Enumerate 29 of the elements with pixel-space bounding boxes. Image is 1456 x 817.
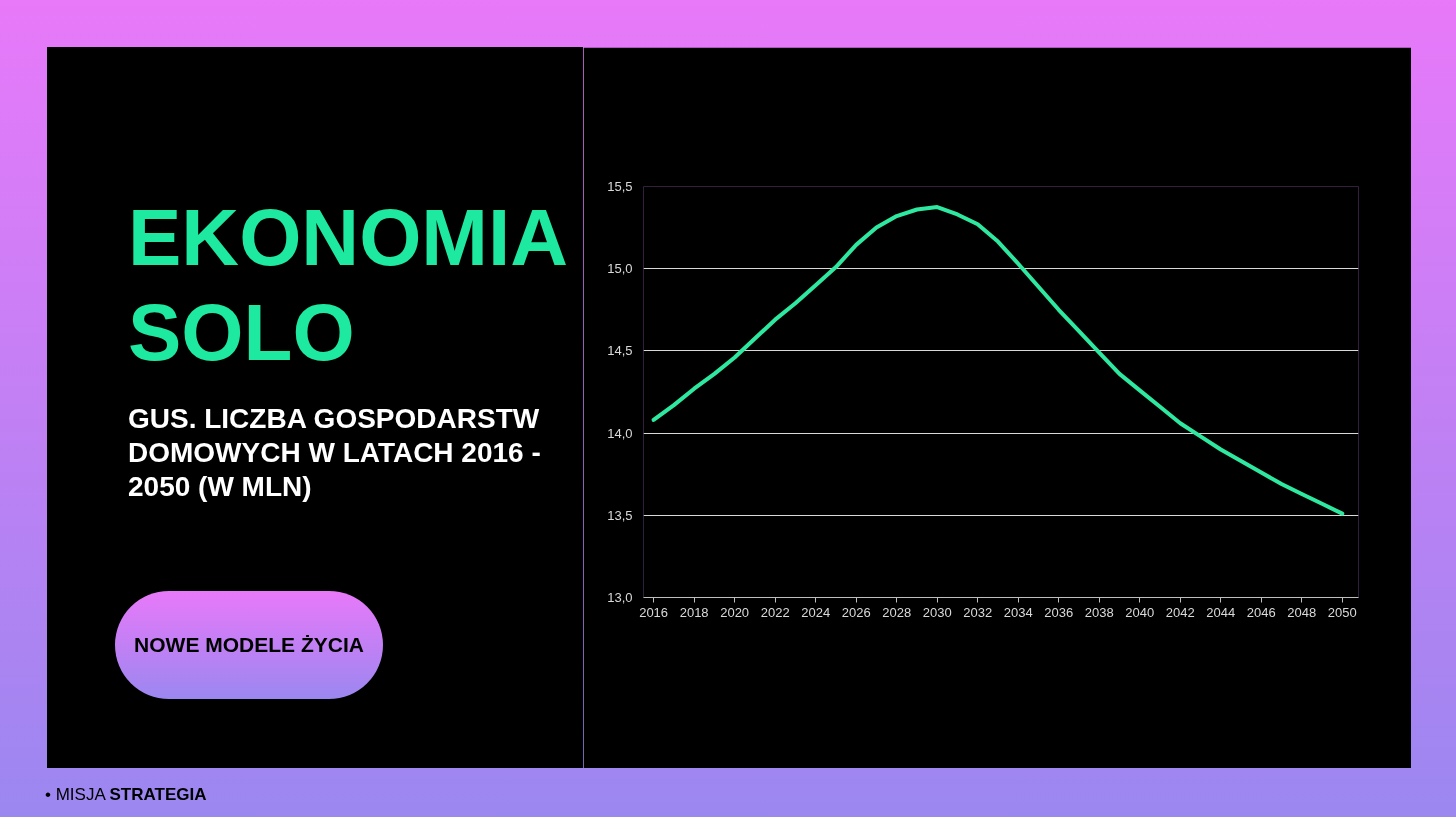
text: • MISJA STRATEGIA (45, 784, 207, 806)
x-tick-label: 2040 (1125, 604, 1155, 620)
x-tick-label: 2036 (1044, 604, 1074, 620)
text: NOWE MODELE ŻYCIA (115, 591, 383, 699)
x-tick-label: 2022 (760, 604, 790, 620)
x-tick-label: 2020 (720, 604, 750, 620)
x-tick-label: 2024 (801, 604, 831, 620)
x-tick-label: 2038 (1084, 604, 1114, 620)
y-tick-label: 14,5 (607, 343, 633, 359)
y-tick-label: 15,5 (607, 179, 633, 194)
x-tick-label: 2016 (639, 604, 669, 620)
y-tick-label: 14,0 (607, 425, 633, 441)
line-series (651, 205, 1345, 516)
y-tick-label: 13,0 (607, 590, 633, 605)
x-tick-label: 2026 (841, 604, 871, 620)
x-tick-label: 2030 (922, 604, 952, 620)
text: GUS. LICZBA GOSPODARSTW DOMOWYCH W LATACH 2016 - 2050 (W MLN) (128, 402, 542, 504)
x-tick-label: 2034 (1003, 604, 1033, 620)
x-tick-label: 2032 (963, 604, 993, 620)
text: EKONOMIA SOLO (128, 192, 567, 379)
x-tick-label: 2050 (1327, 604, 1357, 620)
y-tick-label: 13,5 (607, 507, 633, 523)
x-tick-label: 2042 (1165, 604, 1195, 620)
y-tick-label: 15,0 (607, 261, 633, 277)
x-tick-label: 2028 (882, 604, 912, 620)
x-tick-label: 2046 (1246, 604, 1276, 620)
x-tick-label: 2044 (1206, 604, 1236, 620)
x-tick-label: 2018 (679, 604, 709, 620)
x-tick-label: 2048 (1287, 604, 1317, 620)
